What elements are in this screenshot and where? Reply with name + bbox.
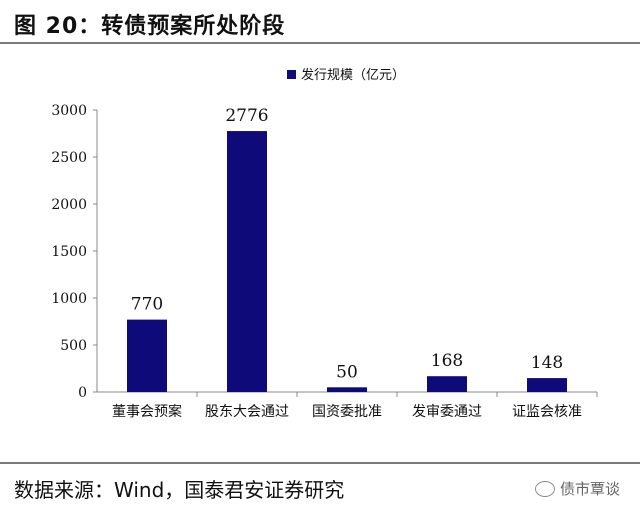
source-note: 数据来源：Wind，国泰君安证券研究 xyxy=(14,478,345,502)
bar xyxy=(227,131,267,392)
chart-container: 发行规模（亿元） 0 500 1000 1500 2000 2500 3000 770 董事会预案… xyxy=(0,48,640,456)
y-tick-label: 1500 xyxy=(51,244,87,260)
page-title: 图 20：转债预案所处阶段 xyxy=(14,14,286,39)
x-tick-label: 证监会核准 xyxy=(512,404,582,420)
bar xyxy=(127,319,167,392)
y-tick-label: 2500 xyxy=(51,150,87,166)
x-tick-label: 发审委通过 xyxy=(412,404,482,420)
x-tick-label: 股东大会通过 xyxy=(205,404,289,420)
bar xyxy=(327,387,367,392)
y-tick-label: 3000 xyxy=(51,103,87,119)
title-bar: 图 20：转债预案所处阶段 xyxy=(0,0,640,44)
y-tick-label: 2000 xyxy=(51,197,87,213)
data-label: 2776 xyxy=(225,106,268,126)
y-tick-label: 0 xyxy=(78,385,87,401)
data-label: 770 xyxy=(131,295,163,315)
data-label: 50 xyxy=(336,362,358,382)
footer-divider xyxy=(0,462,640,464)
legend-swatch xyxy=(287,70,296,79)
bar xyxy=(527,378,567,392)
x-tick-label: 国资委批准 xyxy=(312,404,382,420)
data-label: 148 xyxy=(531,353,563,373)
data-label: 168 xyxy=(431,351,463,371)
y-tick-label: 500 xyxy=(60,338,87,354)
y-tick-label: 1000 xyxy=(51,291,87,307)
legend-label: 发行规模（亿元） xyxy=(301,67,405,83)
watermark-text: 债市覃谈 xyxy=(559,480,620,498)
watermark: 债市覃谈 xyxy=(534,478,620,499)
x-tick-label: 董事会预案 xyxy=(112,403,182,420)
bar xyxy=(427,376,467,392)
wechat-icon xyxy=(534,480,555,497)
bar-chart: 发行规模（亿元） 0 500 1000 1500 2000 2500 3000 770 董事会预案… xyxy=(51,67,598,420)
